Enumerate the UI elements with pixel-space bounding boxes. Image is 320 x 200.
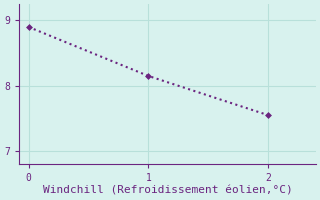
X-axis label: Windchill (Refroidissement éolien,°C): Windchill (Refroidissement éolien,°C) [43, 186, 292, 196]
